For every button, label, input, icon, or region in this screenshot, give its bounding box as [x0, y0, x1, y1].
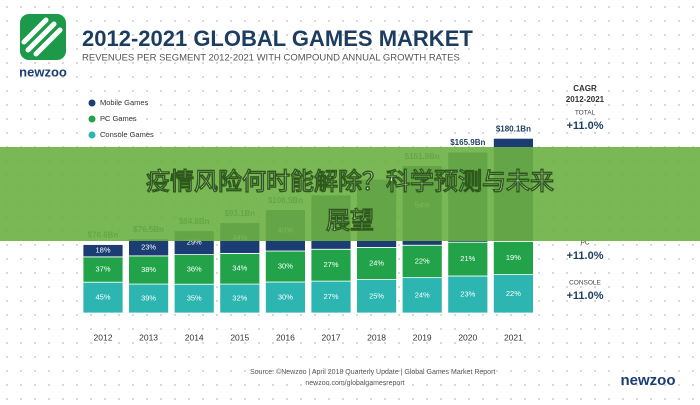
bar-segment — [492, 274, 534, 314]
bar-segment — [356, 247, 398, 280]
source: Source: ©Newzoo | April 2018 Quarterly U… — [250, 368, 495, 376]
bar-segment — [310, 280, 352, 314]
x-tick-label: 2013 — [139, 332, 158, 342]
banner-line: 疫情风险何时能解除？科学预测与未来 — [146, 167, 555, 195]
segment-label: 27% — [323, 260, 338, 269]
source-url: newzoo.com/globalgamesreport — [305, 380, 404, 387]
cagr-period: 2012-2021 — [566, 95, 605, 104]
cagr-label: PC — [580, 240, 589, 247]
segment-label: 22% — [415, 256, 430, 265]
bar-segment — [401, 277, 443, 314]
segment-label: 18% — [95, 246, 110, 255]
bar-segment — [310, 248, 352, 282]
segment-label: 23% — [141, 242, 156, 251]
segment-label: 27% — [323, 292, 338, 301]
segment-label: 22% — [506, 289, 521, 298]
x-tick-label: 2016 — [276, 332, 295, 342]
bar-segment — [356, 279, 398, 314]
cagr-value: +11.0% — [566, 120, 603, 132]
bar-segment — [128, 255, 170, 285]
cagr-title: CAGR — [573, 84, 597, 93]
cagr-label: TOTAL — [575, 110, 596, 117]
bar-segment — [219, 252, 261, 285]
chart-title: 2012-2021 GLOBAL GAMES MARKET — [82, 26, 473, 51]
segment-label: 29% — [187, 238, 202, 247]
x-tick-label: 2019 — [413, 332, 432, 342]
bar-segment — [173, 283, 215, 314]
cagr-value: +11.0% — [566, 290, 603, 302]
legend-swatch — [88, 115, 96, 123]
cagr-label: CONSOLE — [569, 280, 601, 287]
segment-label: 23% — [460, 289, 475, 298]
x-tick-label: 2017 — [322, 332, 341, 342]
cagr-value: +11.0% — [566, 250, 603, 262]
segment-label: 24% — [415, 290, 430, 299]
total-label: $180.1Bn — [496, 124, 531, 133]
segment-label: 45% — [95, 293, 110, 302]
legend-label: PC Games — [100, 114, 137, 123]
segment-label: 34% — [232, 264, 247, 273]
bar-segment — [82, 256, 124, 283]
bar-segment — [173, 254, 215, 285]
segment-label: 32% — [232, 294, 247, 303]
x-tick-label: 2015 — [230, 332, 249, 342]
segment-label: 30% — [278, 261, 293, 270]
bar-segment — [264, 281, 306, 314]
legend-label: Mobile Games — [100, 98, 149, 107]
segment-label: 21% — [460, 254, 475, 263]
segment-label: 30% — [278, 292, 293, 301]
logo — [20, 14, 66, 60]
segment-label: 25% — [369, 291, 384, 300]
footer-logo: newzoo — [621, 372, 676, 389]
x-tick-label: 2021 — [504, 332, 523, 342]
logo-text: newzoo — [19, 64, 67, 79]
bar-segment — [447, 275, 489, 314]
bar-segment — [82, 244, 124, 258]
segment-label: 37% — [95, 264, 110, 273]
x-tick-label: 2020 — [458, 332, 477, 342]
bar-segment — [128, 283, 170, 314]
bar-segment — [447, 241, 489, 277]
segment-label: 39% — [141, 294, 156, 303]
banner — [0, 147, 700, 241]
x-tick-label: 2012 — [94, 332, 113, 342]
x-tick-label: 2014 — [185, 332, 204, 342]
segment-label: 24% — [369, 258, 384, 267]
banner-line: 展望 — [326, 206, 374, 234]
legend-swatch — [88, 99, 96, 107]
segment-label: 35% — [187, 294, 202, 303]
total-label: $165.9Bn — [450, 138, 485, 147]
chart-subtitle: REVENUES PER SEGMENT 2012-2021 WITH COMP… — [82, 53, 460, 64]
segment-label: 19% — [506, 253, 521, 262]
segment-label: 38% — [141, 265, 156, 274]
segment-label: 36% — [187, 264, 202, 273]
legend-label: Console Games — [100, 130, 154, 139]
x-tick-label: 2018 — [367, 332, 386, 342]
legend-swatch — [88, 131, 96, 139]
